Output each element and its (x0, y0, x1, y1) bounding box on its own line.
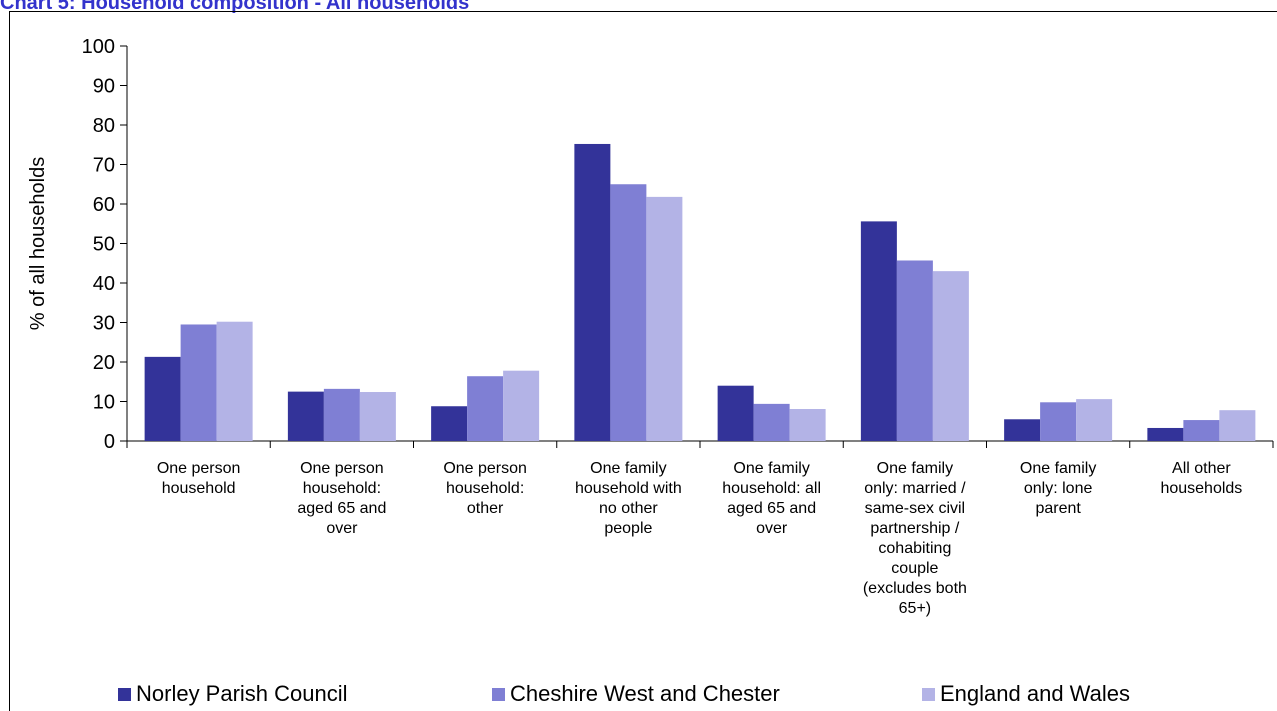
x-category-label: One person household (157, 460, 241, 497)
bar (610, 184, 647, 441)
y-axis-label: % of all households (27, 157, 49, 330)
legend-swatch (492, 687, 505, 701)
x-category-label: One family only: married / same-sex civil p… (863, 460, 967, 617)
legend-label: Norley Parish Council (136, 681, 348, 706)
x-category-label: All other households (1160, 460, 1242, 497)
bar (1183, 420, 1220, 441)
legend-swatch (922, 687, 935, 701)
legend-item-england-wales: England and Wales (922, 679, 1130, 709)
y-tick-label: 30 (93, 313, 115, 335)
y-tick-label: 90 (93, 76, 115, 98)
y-tick-label: 100 (82, 36, 115, 58)
y-tick-label: 10 (93, 392, 115, 414)
x-category-label: One family household: all aged 65 and over (722, 460, 821, 537)
bar (1147, 427, 1184, 441)
bar (359, 392, 396, 441)
legend-swatch (118, 687, 131, 701)
bar (574, 143, 611, 441)
x-category-label: One family household with no other people (575, 460, 682, 537)
y-tick-label: 60 (93, 194, 115, 216)
bar (180, 324, 217, 441)
legend-label: England and Wales (940, 681, 1130, 706)
bar (1004, 419, 1041, 441)
x-category-label: One person household: other (443, 460, 527, 517)
bar (1219, 410, 1256, 441)
bar (717, 385, 754, 441)
bar (216, 321, 253, 441)
bar (896, 260, 933, 441)
bar (646, 196, 683, 441)
chart-title: Chart 5: Household composition - All hou… (0, 0, 470, 14)
bar (467, 376, 504, 441)
y-tick-label: 70 (93, 155, 115, 177)
x-category-label: One person household: aged 65 and over (297, 460, 386, 537)
y-tick-label: 0 (104, 431, 115, 453)
bar (860, 221, 897, 441)
bar (431, 406, 468, 441)
bar (753, 403, 790, 441)
bar (287, 391, 324, 441)
bar (932, 271, 969, 441)
chart-frame (9, 11, 1277, 711)
y-tick-label: 20 (93, 352, 115, 374)
bar (1040, 402, 1077, 441)
bar (144, 356, 181, 441)
bar (503, 370, 540, 441)
y-tick-label: 50 (93, 234, 115, 256)
y-tick-label: 80 (93, 115, 115, 137)
y-tick-label: 40 (93, 273, 115, 295)
x-category-label: One family only: lone parent (1020, 460, 1096, 517)
legend-item-norley: Norley Parish Council (118, 679, 348, 709)
bar (789, 409, 826, 441)
legend-label: Cheshire West and Chester (510, 681, 780, 706)
bar (323, 388, 360, 441)
bar (1076, 399, 1113, 441)
legend-item-cheshire: Cheshire West and Chester (492, 679, 780, 709)
